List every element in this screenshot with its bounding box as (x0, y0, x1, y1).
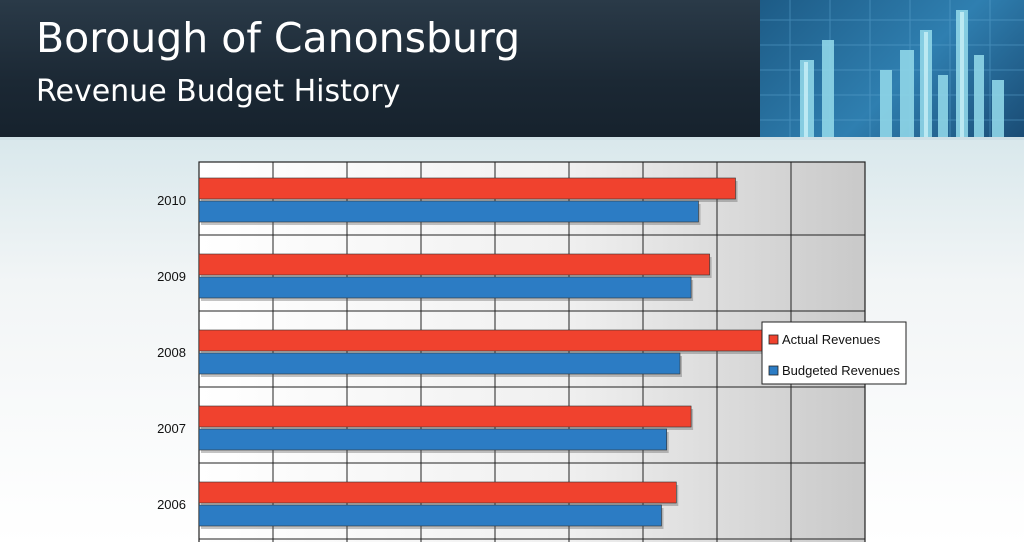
category-label-2009: 2009 (157, 269, 186, 284)
category-label-2006: 2006 (157, 497, 186, 512)
legend-label-actual: Actual Revenues (782, 332, 881, 347)
category-label-2008: 2008 (157, 345, 186, 360)
bar-budgeted-2009 (198, 276, 692, 299)
page-subtitle: Revenue Budget History (36, 74, 401, 109)
legend-swatch-budgeted (768, 365, 779, 376)
page-title: Borough of Canonsburg (36, 14, 521, 62)
category-label-2007: 2007 (157, 421, 186, 436)
decorative-bar-chart-image (760, 0, 1024, 137)
bar-budgeted-2010 (198, 200, 699, 223)
category-labels: 2010 2009 2008 2007 2006 (157, 193, 186, 512)
bar-budgeted-2006 (198, 504, 662, 527)
legend-box (761, 321, 907, 385)
bars (198, 177, 779, 529)
slide-header: Borough of Canonsburg Revenue Budget His… (0, 0, 1024, 137)
plot-area (198, 161, 866, 542)
bar-budgeted-2008 (198, 352, 681, 375)
bar-actual-2006 (198, 481, 677, 504)
bar-actual-2007 (198, 405, 692, 428)
category-label-2010: 2010 (157, 193, 186, 208)
legend-swatch-actual (768, 334, 779, 345)
legend-label-budgeted: Budgeted Revenues (782, 363, 900, 378)
bar-actual-2009 (198, 253, 710, 276)
legend: Actual Revenues Budgeted Revenues (761, 321, 907, 385)
bar-budgeted-2007 (198, 428, 667, 451)
bar-actual-2008 (198, 329, 777, 352)
bar-actual-2010 (198, 177, 736, 200)
